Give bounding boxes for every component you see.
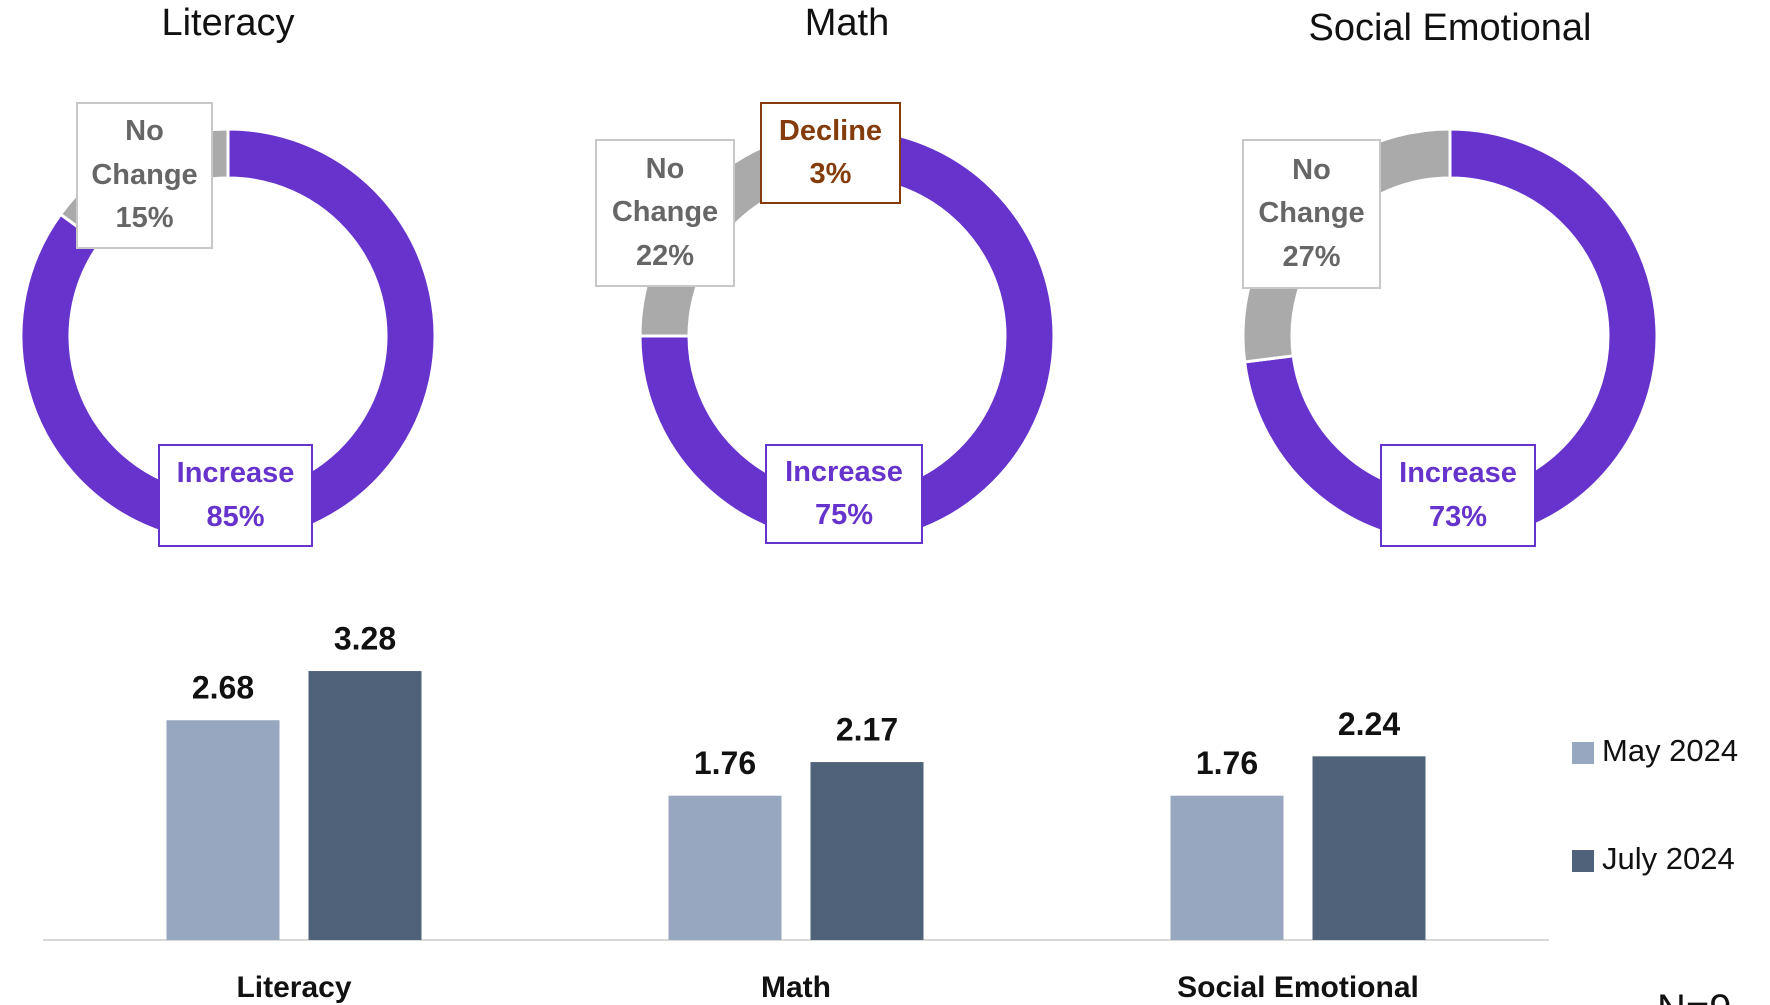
bar-value-label: 3.28 <box>334 620 396 656</box>
value-label: 75% <box>814 499 874 531</box>
bar-value-label: 1.76 <box>694 745 756 781</box>
donut-title: Literacy <box>161 2 294 44</box>
bar <box>1170 795 1284 940</box>
category-label: Decline <box>778 114 883 147</box>
donut-segment <box>19 127 437 545</box>
data-label-box: Increase 73% <box>1380 444 1536 547</box>
donut-segment <box>1242 127 1659 545</box>
data-label-box: No Change 27% <box>1242 139 1381 289</box>
bar <box>308 671 422 940</box>
x-tick-label: Social Emotional <box>1177 971 1419 1004</box>
bar <box>810 762 924 940</box>
value-label: 15% <box>115 202 174 235</box>
value-label: 22% <box>635 239 695 272</box>
legend-label: July 2024 <box>1602 841 1735 876</box>
donut-segment <box>638 127 1056 545</box>
legend-swatch <box>1572 742 1594 764</box>
donut-title: Social Emotional <box>1308 7 1591 49</box>
data-label-box: Increase 85% <box>158 444 313 547</box>
bar-value-label: 2.17 <box>836 712 898 748</box>
x-tick-label: Literacy <box>236 971 351 1004</box>
data-label-box: Increase 75% <box>765 444 923 544</box>
data-label-box: No Change 22% <box>595 139 735 287</box>
bar-value-label: 2.24 <box>1338 706 1400 742</box>
category-label: No Change <box>611 152 719 229</box>
value-label: 85% <box>206 500 265 533</box>
bar <box>1312 756 1426 940</box>
category-label: Increase <box>1399 457 1517 489</box>
category-label: Increase <box>785 455 903 488</box>
bar-value-label: 1.76 <box>1196 745 1258 781</box>
legend-label: May 2024 <box>1602 733 1738 768</box>
value-label: 27% <box>1282 240 1341 273</box>
value-label: 3% <box>809 158 852 190</box>
category-label: No Change <box>91 115 198 191</box>
x-tick-label: Math <box>761 971 831 1004</box>
bar <box>166 720 280 940</box>
note: N=9 <box>1657 987 1732 1005</box>
data-label-box: Decline 3% <box>760 102 901 204</box>
bar <box>668 795 782 940</box>
category-label: No Change <box>1258 153 1365 230</box>
value-label: 73% <box>1428 500 1488 533</box>
category-label: Increase <box>176 457 295 489</box>
bar-value-label: 2.68 <box>192 670 254 706</box>
data-label-box: No Change 15% <box>76 102 213 249</box>
legend-swatch <box>1572 850 1594 872</box>
donut-title: Math <box>805 2 889 44</box>
